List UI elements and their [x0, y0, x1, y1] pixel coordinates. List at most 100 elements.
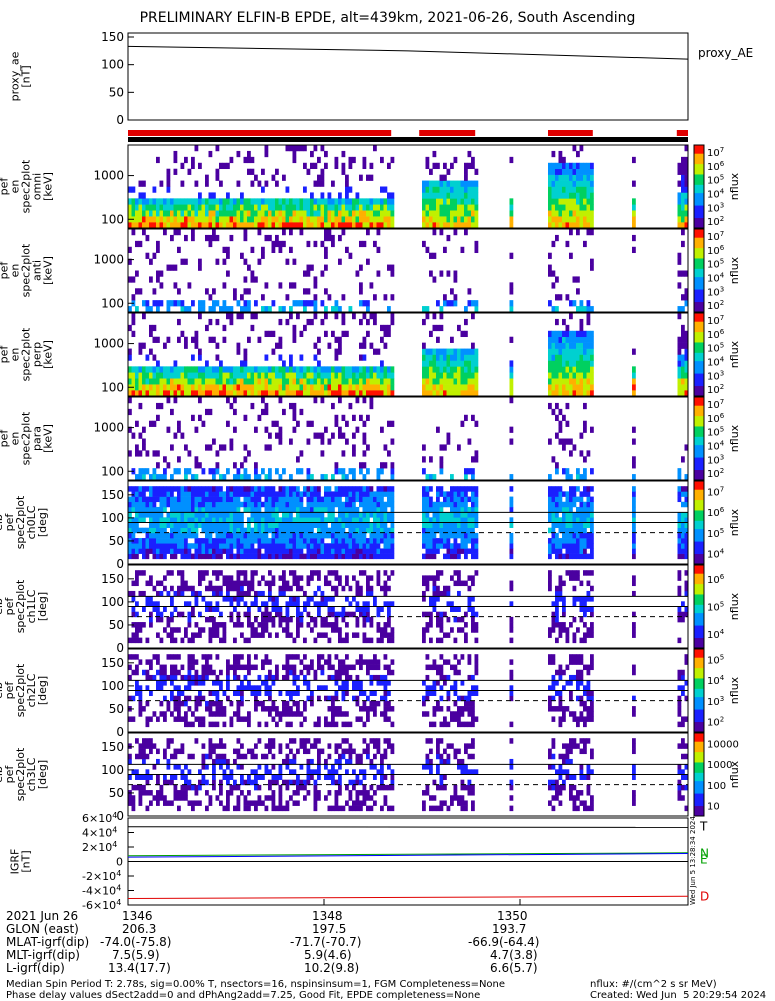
spectrogram-cell [286, 145, 290, 151]
spectrogram-cell [230, 507, 234, 512]
spectrogram-cell [181, 533, 185, 538]
spectrogram-cell [433, 548, 437, 553]
spectrogram-cell [324, 601, 328, 606]
spectrogram-cell [156, 474, 160, 480]
spectrogram-cell [321, 181, 325, 187]
spectrogram-cell [450, 390, 454, 396]
spectrogram-cell [471, 507, 475, 512]
spectrogram-cell [219, 538, 223, 543]
spectrogram-cell [632, 502, 636, 507]
spectrogram-cell [370, 502, 374, 507]
spectrogram-cell [209, 491, 213, 496]
spectrogram-cell [300, 355, 304, 361]
spectrogram-cell [275, 491, 279, 496]
spectrogram-cell [282, 581, 286, 586]
spectrogram-cell [310, 554, 314, 559]
spectrogram-cell [475, 497, 479, 502]
spectrogram-cell [226, 543, 230, 548]
spectrogram-cell [548, 570, 552, 575]
spectrogram-cell [559, 355, 563, 361]
spectrogram-cell [142, 507, 146, 512]
spectrogram-cell [146, 300, 150, 306]
spectrogram-cell [440, 187, 444, 193]
spectrogram-cell [324, 204, 328, 210]
spectrogram-cell [450, 601, 454, 606]
spectrogram-cell [174, 486, 178, 491]
spectrogram-cell [279, 586, 283, 591]
spectrogram-cell [219, 384, 223, 390]
spectrogram-cell [163, 204, 167, 210]
spectrogram-cell [352, 474, 356, 480]
spectrogram-cell [195, 210, 199, 216]
spectrogram-cell [384, 601, 388, 606]
spectrogram-cell [216, 216, 220, 222]
spectrogram-cell [471, 622, 475, 627]
spectrogram-cell [184, 235, 188, 241]
spectrogram-cell [303, 638, 307, 643]
spectrogram-cell [226, 198, 230, 204]
spectrogram-cell [289, 601, 293, 606]
spectrogram-cell [681, 355, 685, 361]
spectrogram-cell [135, 271, 139, 277]
spectrogram-cell [440, 355, 444, 361]
spectrogram-cell [345, 632, 349, 637]
spectrogram-cell [356, 204, 360, 210]
spectrogram-cell [300, 229, 304, 235]
spectrogram-cell [212, 586, 216, 591]
spectrogram-cell [475, 192, 479, 198]
spectrogram-cell [146, 581, 150, 586]
spectrogram-cell [258, 523, 262, 528]
spectrogram-cell [548, 253, 552, 259]
spectrogram-cell [342, 586, 346, 591]
spectrogram-cell [576, 627, 580, 632]
spectrogram-cell [426, 360, 430, 366]
spectrogram-cell [184, 337, 188, 343]
spectrogram-cell [170, 533, 174, 538]
spectrogram-cell [212, 691, 216, 696]
spectrogram-cell [380, 384, 384, 390]
spectrogram-cell [209, 691, 213, 696]
spectrogram-cell [345, 378, 349, 384]
spectrogram-cell [678, 591, 682, 596]
spectrogram-cell [135, 421, 139, 427]
spectrogram-cell [471, 349, 475, 355]
spectrogram-cell [219, 685, 223, 690]
spectrogram-cell [205, 444, 209, 450]
spectrogram-cell [237, 538, 241, 543]
spectrogram-cell [342, 313, 346, 319]
spectrogram-cell [562, 581, 566, 586]
spectrogram-cell [433, 533, 437, 538]
spectrogram-cell [181, 181, 185, 187]
spectrogram-cell [566, 384, 570, 390]
spectrogram-cell [195, 596, 199, 601]
spectrogram-cell [240, 462, 244, 468]
spectrogram-cell [132, 294, 136, 300]
spectrogram-cell [461, 517, 465, 522]
spectrogram-cell [548, 403, 552, 409]
spectrogram-cell [230, 502, 234, 507]
spectrogram-cell [261, 517, 265, 522]
spectrogram-cell [447, 439, 451, 445]
spectrogram-cell [356, 491, 360, 496]
spectrogram-cell [149, 581, 153, 586]
spectrogram-cell [132, 497, 136, 502]
spectrogram-cell [132, 378, 136, 384]
spectrogram-cell [198, 722, 202, 727]
spectrogram-cell [156, 403, 160, 409]
spectrogram-cell [153, 512, 157, 517]
spectrogram-cell [184, 204, 188, 210]
spectrogram-cell [184, 543, 188, 548]
spectrogram-cell [562, 222, 566, 228]
spectrogram-cell [198, 192, 202, 198]
spectrogram-cell [342, 512, 346, 517]
spectrogram-cell [314, 491, 318, 496]
spectrogram-cell [457, 548, 461, 553]
spectrogram-cell [251, 372, 255, 378]
spectrogram-cell [254, 384, 258, 390]
spectrogram-cell [356, 543, 360, 548]
spectrogram-cell [195, 716, 199, 721]
spectrogram-cell [678, 543, 682, 548]
spectrogram-cell [422, 507, 426, 512]
spectrogram-cell [219, 306, 223, 312]
spectrogram-cell [195, 554, 199, 559]
